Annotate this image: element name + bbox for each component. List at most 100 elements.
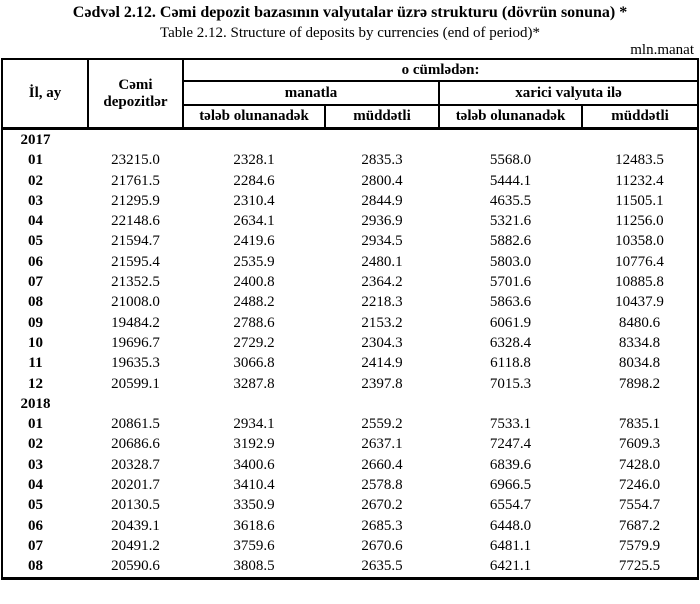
col-header-foreign-on-demand: tələb olunanadək — [438, 104, 583, 130]
value-cell: 20491.2 — [111, 537, 160, 554]
col-header-in-manat: manatla — [182, 80, 440, 106]
value-cell: 5444.1 — [489, 172, 532, 189]
value-cell: 12483.5 — [615, 152, 664, 169]
col-header-year-month: İl, ay — [1, 58, 89, 130]
data-row: 06 21595.4 2535.9 2480.1 5803.0 10776.4 — [2, 252, 698, 272]
value-cell: 7428.0 — [618, 456, 661, 473]
data-row: 01 20861.5 2934.1 2559.2 7533.1 7835.1 — [2, 414, 698, 434]
month-label: 03 — [28, 456, 43, 473]
data-row: 06 20439.1 3618.6 2685.3 6448.0 7687.2 — [2, 516, 698, 536]
value-cell: 2328.1 — [233, 152, 275, 169]
value-cell: 19635.3 — [111, 355, 160, 372]
empty-cell — [439, 394, 582, 414]
value-cell: 21595.4 — [111, 253, 160, 270]
value-cell: 3618.6 — [233, 517, 275, 534]
value-cell: 20201.7 — [111, 477, 160, 494]
value-cell: 2310.4 — [233, 192, 275, 209]
data-row: 12 20599.1 3287.8 2397.8 7015.3 7898.2 — [2, 374, 698, 394]
empty-cell — [183, 129, 325, 151]
value-cell: 3287.8 — [233, 375, 275, 392]
value-cell: 2835.3 — [361, 152, 403, 169]
value-cell: 8034.8 — [618, 355, 661, 372]
year-label: 2018 — [20, 395, 51, 412]
value-cell: 2397.8 — [361, 375, 403, 392]
value-cell: 2844.9 — [361, 192, 403, 209]
data-row: 05 20130.5 3350.9 2670.2 6554.7 7554.7 — [2, 495, 698, 515]
value-cell: 2634.1 — [233, 213, 275, 230]
value-cell: 2480.1 — [361, 253, 403, 270]
value-cell: 3759.6 — [233, 537, 275, 554]
month-label: 07 — [28, 537, 43, 554]
value-cell: 2400.8 — [233, 274, 275, 291]
data-row: 09 19484.2 2788.6 2153.2 6061.9 8480.6 — [2, 313, 698, 333]
value-cell: 2670.6 — [361, 537, 403, 554]
table-title-az: Cədvəl 2.12. Cəmi depozit bazasının valy… — [72, 4, 628, 21]
value-cell: 6839.6 — [489, 456, 532, 473]
table-header: İl, ay Cəmi depozitlər o cümlədən: manat… — [1, 58, 700, 130]
col-header-in-foreign-currency: xarici valyuta ilə — [437, 80, 700, 106]
data-row: 07 21352.5 2400.8 2364.2 5701.6 10885.8 — [2, 272, 698, 292]
value-cell: 6448.0 — [489, 517, 532, 534]
value-cell: 6061.9 — [489, 314, 532, 331]
value-cell: 2419.6 — [233, 233, 275, 250]
table-title-en: Table 2.12. Structure of deposits by cur… — [159, 25, 541, 41]
month-label: 06 — [28, 517, 43, 534]
month-label: 05 — [28, 497, 43, 514]
unit-label: mln.manat — [630, 42, 694, 58]
value-cell: 7898.2 — [618, 375, 661, 392]
data-row: 11 19635.3 3066.8 2414.9 6118.8 8034.8 — [2, 353, 698, 373]
value-cell: 6554.7 — [489, 497, 532, 514]
month-label: 01 — [28, 416, 43, 433]
value-cell: 3400.6 — [233, 456, 275, 473]
data-row: 01 23215.0 2328.1 2835.3 5568.0 12483.5 — [2, 150, 698, 170]
data-row: 10 19696.7 2729.2 2304.3 6328.4 8334.8 — [2, 333, 698, 353]
value-cell: 5321.6 — [489, 213, 532, 230]
month-label: 08 — [28, 558, 43, 575]
empty-cell — [582, 129, 698, 151]
value-cell: 10885.8 — [615, 274, 664, 291]
value-cell: 19484.2 — [111, 314, 160, 331]
value-cell: 2729.2 — [233, 334, 275, 351]
month-label: 08 — [28, 294, 43, 311]
col-header-manat-on-demand: tələb olunanadək — [182, 104, 326, 130]
empty-cell — [325, 129, 439, 151]
month-label: 02 — [28, 436, 43, 453]
month-label: 04 — [28, 213, 43, 230]
value-cell: 5803.0 — [489, 253, 532, 270]
year-label: 2017 — [20, 132, 51, 148]
value-cell: 6481.1 — [489, 537, 532, 554]
value-cell: 21352.5 — [111, 274, 160, 291]
value-cell: 7835.1 — [618, 416, 661, 433]
value-cell: 8480.6 — [618, 314, 661, 331]
table-body: 2017 01 23215.0 2328.1 2835.3 5568.0 12483.5 02… — [2, 129, 698, 579]
value-cell: 6966.5 — [489, 477, 532, 494]
value-cell: 20686.6 — [111, 436, 160, 453]
value-cell: 22148.6 — [111, 213, 160, 230]
data-row: 04 20201.7 3410.4 2578.8 6966.5 7246.0 — [2, 475, 698, 495]
value-cell: 2488.2 — [233, 294, 275, 311]
value-cell: 2660.4 — [361, 456, 403, 473]
month-label: 06 — [28, 253, 43, 270]
value-cell: 7533.1 — [489, 416, 532, 433]
value-cell: 2936.9 — [361, 213, 403, 230]
month-label: 02 — [28, 172, 43, 189]
value-cell: 7687.2 — [618, 517, 661, 534]
value-cell: 2685.3 — [361, 517, 403, 534]
data-row: 02 21761.5 2284.6 2800.4 5444.1 11232.4 — [2, 171, 698, 191]
empty-cell — [183, 394, 325, 414]
value-cell: 5568.0 — [489, 152, 532, 169]
value-cell: 21008.0 — [111, 294, 160, 311]
value-cell: 2934.1 — [233, 416, 275, 433]
value-cell: 19696.7 — [111, 334, 160, 351]
value-cell: 2153.2 — [361, 314, 403, 331]
col-header-total-deposits: Cəmi depozitlər — [87, 58, 184, 130]
deposits-by-currency-table: İl, ay Cəmi depozitlər o cümlədən: manat… — [1, 58, 700, 580]
value-cell: 6118.8 — [490, 355, 531, 372]
value-cell: 2637.1 — [361, 436, 403, 453]
month-label: 07 — [28, 274, 43, 291]
data-row: 03 21295.9 2310.4 2844.9 4635.5 11505.1 — [2, 191, 698, 211]
value-cell: 2670.2 — [361, 497, 403, 514]
value-cell: 11256.0 — [615, 213, 664, 230]
value-cell: 7247.4 — [489, 436, 532, 453]
